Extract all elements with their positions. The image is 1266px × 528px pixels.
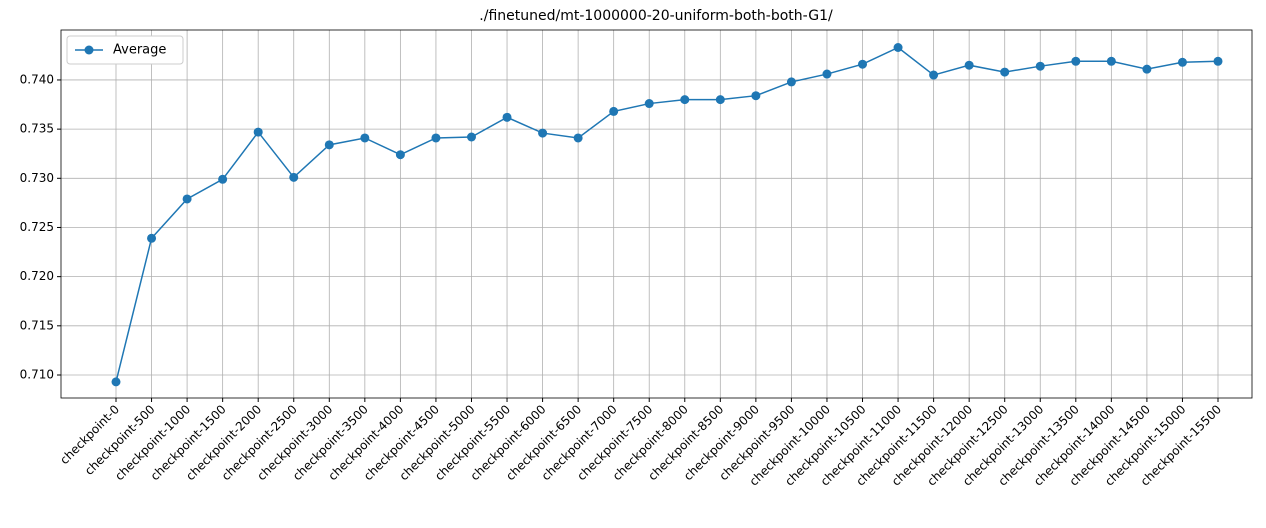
data-point <box>182 194 192 204</box>
data-point <box>111 377 121 387</box>
data-point <box>715 95 725 105</box>
data-point <box>609 106 619 116</box>
data-point <box>147 233 157 243</box>
data-point <box>289 172 299 182</box>
legend-marker <box>84 45 94 55</box>
data-point <box>1000 67 1010 77</box>
data-point <box>502 112 512 122</box>
y-tick-label: 0.720 <box>20 269 54 283</box>
y-tick-label: 0.710 <box>20 367 54 381</box>
data-point <box>644 99 654 109</box>
grid <box>61 30 1252 398</box>
data-point <box>431 133 441 143</box>
legend-box <box>66 35 184 65</box>
data-point <box>858 59 868 69</box>
data-point <box>395 150 405 160</box>
data-point <box>218 174 228 184</box>
data-point <box>680 95 690 105</box>
data-point <box>324 140 334 150</box>
legend: Average <box>66 35 184 65</box>
data-point <box>1213 56 1223 66</box>
data-point <box>751 91 761 101</box>
data-point <box>466 132 476 142</box>
y-tick-label: 0.715 <box>20 318 54 332</box>
legend-label: Average <box>113 43 166 58</box>
plot-frame <box>60 29 1253 399</box>
y-tick-label: 0.735 <box>20 122 54 136</box>
chart-title: ./finetuned/mt-1000000-20-uniform-both-b… <box>479 8 833 24</box>
y-tick-label: 0.740 <box>20 72 54 86</box>
data-point <box>360 133 370 143</box>
data-point <box>893 43 903 53</box>
data-line <box>115 46 1219 383</box>
data-point <box>1071 56 1081 66</box>
data-point <box>253 127 263 137</box>
data-point <box>1177 57 1187 67</box>
data-point <box>1035 61 1045 71</box>
y-tick-label: 0.725 <box>20 220 54 234</box>
data-point <box>1106 56 1116 66</box>
data-point <box>822 69 832 79</box>
data-point <box>538 128 548 138</box>
y-tick-label: 0.730 <box>20 171 54 185</box>
data-point <box>964 60 974 70</box>
data-point <box>573 133 583 143</box>
data-point <box>786 77 796 87</box>
data-point <box>929 70 939 80</box>
data-point <box>1142 64 1152 74</box>
